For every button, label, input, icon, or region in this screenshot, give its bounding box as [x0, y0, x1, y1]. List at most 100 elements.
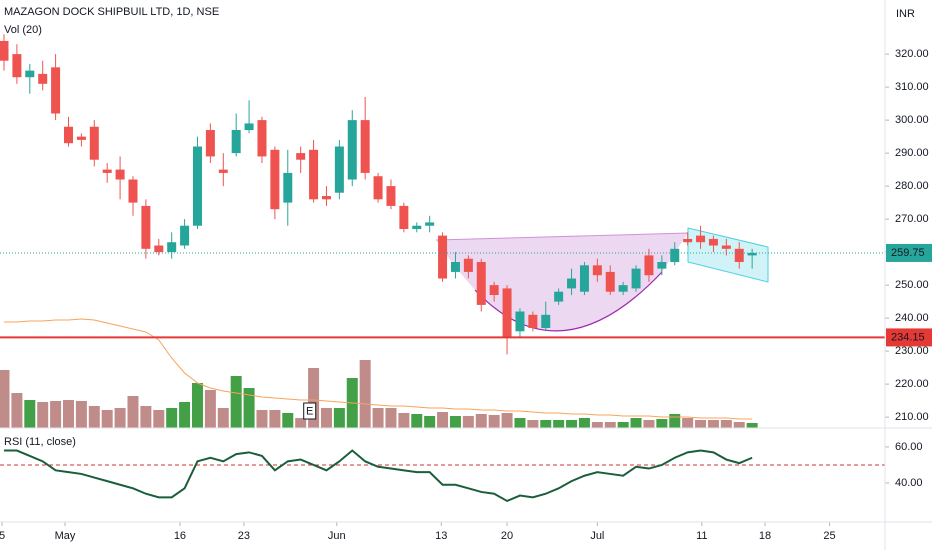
volume-bar [449, 416, 461, 428]
volume-bar [643, 420, 655, 428]
y-tick-label: 280.00 [895, 180, 929, 192]
candle-body [554, 291, 564, 302]
candle-body [670, 248, 680, 263]
candle-body [0, 40, 9, 61]
candle-body [218, 169, 228, 173]
candle-body [631, 268, 641, 289]
earnings-label: E [306, 405, 313, 417]
chart-title: MAZAGON DOCK SHIPBUIL LTD, 1D, NSE [4, 6, 219, 18]
volume-bar [707, 420, 719, 428]
x-tick-label: 13 [435, 530, 447, 542]
support-label: 234.15 [891, 331, 925, 343]
volume-bar [682, 418, 694, 428]
last-price-box [886, 243, 932, 262]
candle-body [683, 238, 693, 243]
volume-bar [604, 422, 616, 428]
volume-ma [3, 318, 753, 420]
x-tick-label: 11 [696, 530, 707, 542]
x-tick-label: Jul [590, 530, 604, 542]
volume-bar [204, 390, 216, 428]
cup-pattern-fill [436, 233, 688, 331]
candle-body [721, 245, 731, 249]
volume-bar [153, 410, 165, 428]
candle-body [567, 278, 577, 289]
candle-body [128, 179, 138, 203]
earnings-marker [303, 402, 317, 420]
volume-bar [385, 408, 397, 428]
volume-bar [411, 414, 423, 428]
candle-body [541, 314, 551, 329]
volume-bar [127, 396, 139, 428]
candle-body [476, 262, 486, 305]
y-tick-label: 300.00 [895, 114, 929, 126]
candle-body [102, 169, 112, 173]
candle-body [734, 248, 744, 263]
candle-body [579, 265, 589, 292]
cup-curve [474, 271, 663, 332]
candle-body [360, 120, 370, 173]
y-tick-label: 290.00 [895, 147, 929, 159]
x-tick-label: 23 [238, 530, 250, 542]
volume-bar [578, 418, 590, 428]
candle-body [463, 258, 473, 272]
flag-channel [687, 227, 769, 283]
volume-bar [527, 420, 539, 428]
y-tick-label: 230.00 [895, 345, 929, 357]
volume-bar [540, 420, 552, 428]
x-tick-label: 5 [0, 530, 5, 542]
volume-bar [372, 408, 384, 428]
volume-bar [114, 408, 126, 428]
volume-bar [591, 422, 603, 428]
volume-label: Vol (20) [4, 24, 42, 36]
candle-body [502, 288, 512, 338]
volume-bar [501, 413, 513, 428]
candle-body [309, 149, 319, 200]
candle-body [373, 176, 383, 200]
candle-body [89, 126, 99, 160]
candle-body [296, 153, 306, 160]
volume-bar [295, 418, 307, 428]
candle-body [657, 262, 667, 269]
candle-body [347, 120, 357, 180]
volume-bar [256, 410, 268, 428]
y-tick-label: 310.00 [895, 81, 929, 93]
candle-body [399, 205, 409, 230]
candle-body [192, 146, 202, 226]
volume-bar [50, 401, 62, 428]
volume-bar [488, 415, 500, 428]
volume-bar [37, 402, 49, 428]
candle-body [334, 146, 344, 193]
volume-bar [462, 416, 474, 428]
candle-body [257, 120, 267, 157]
candle-body [141, 205, 151, 249]
volume-bar [282, 413, 294, 428]
candle-body [708, 238, 718, 246]
volume-bar [62, 400, 74, 428]
candle-body [605, 271, 615, 292]
volume-bar [424, 416, 436, 428]
volume-bar [243, 388, 255, 428]
candle-body [747, 252, 757, 256]
volume-bar [746, 423, 758, 428]
volume-bar [733, 422, 745, 428]
volume-bar [359, 360, 371, 428]
volume-bar [669, 414, 681, 428]
volume-bar [333, 408, 345, 428]
volume-bar [179, 402, 191, 428]
volume-bar [475, 414, 487, 428]
candle-body [205, 130, 215, 157]
candle-body [51, 67, 61, 114]
volume-bar [166, 408, 178, 428]
candle-body [425, 222, 435, 226]
candle-body [244, 123, 254, 131]
volume-bar [88, 406, 100, 428]
candle-body [412, 225, 422, 230]
y-tick-label: 210.00 [895, 411, 929, 423]
candle-body [618, 285, 628, 292]
candle-body [450, 262, 460, 272]
x-tick-label: 18 [759, 530, 771, 542]
candle-body [489, 285, 499, 296]
rsi-line [3, 449, 753, 503]
candle-body [528, 314, 538, 329]
support-box [886, 328, 932, 347]
